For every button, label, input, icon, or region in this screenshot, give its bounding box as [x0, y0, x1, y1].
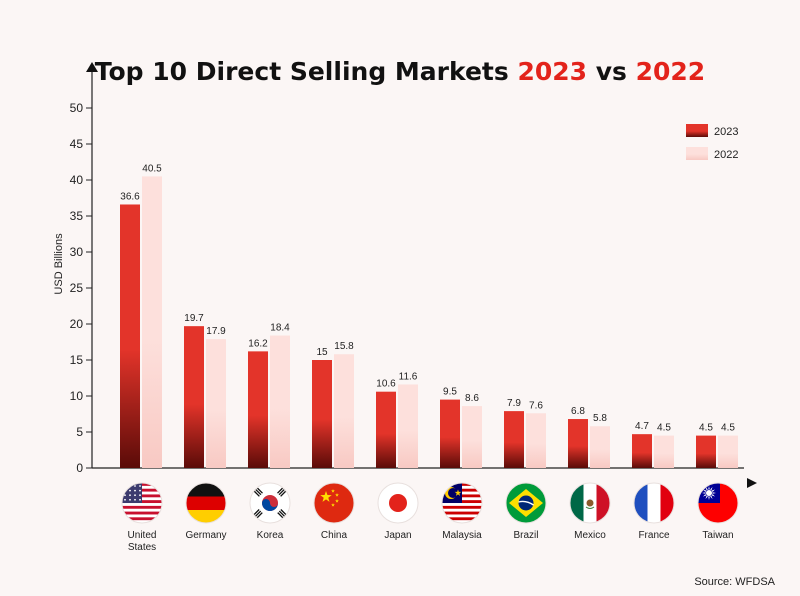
- y-tick-label: 30: [70, 245, 84, 259]
- bar-2022: [142, 176, 162, 468]
- y-axis-arrow-icon: [86, 62, 98, 72]
- data-label-2023: 16.2: [248, 338, 268, 349]
- flag-border: [633, 482, 675, 524]
- title-year-2022: 2022: [636, 57, 706, 86]
- china-flag-icon: [314, 483, 354, 523]
- y-tick-label: 35: [70, 209, 84, 223]
- x-tick-label: Japan: [384, 530, 411, 541]
- flags: United States Germany Korea China Japan Malays…: [121, 482, 739, 553]
- x-tick-label: Korea: [257, 530, 284, 541]
- bars: 36.6 40.5 19.717.9 16.218.4 15 15.8 10.611.6 9.…: [120, 163, 738, 469]
- legend-label-2022: 2022: [714, 149, 738, 161]
- flag-border: [121, 482, 163, 524]
- bar-2022: [718, 435, 738, 468]
- y-tick-label: 20: [70, 317, 84, 331]
- x-tick-label: France: [638, 530, 670, 541]
- title-middle: vs: [587, 57, 636, 86]
- x-tick-label: Germany: [185, 530, 226, 541]
- germany-flag-icon: [186, 483, 226, 523]
- y-tick-label: 15: [70, 353, 84, 367]
- data-label-2023: 6.8: [571, 406, 585, 417]
- flag-border: [185, 482, 227, 524]
- bar-2023: [632, 434, 652, 468]
- bar-2022: [334, 354, 354, 468]
- brazil-flag-icon: [506, 483, 546, 523]
- data-label-2023: 19.7: [184, 313, 204, 324]
- title-prefix: Top 10 Direct Selling Markets: [95, 57, 518, 86]
- flag-border: [441, 482, 483, 524]
- data-label-2023: 36.6: [120, 191, 140, 202]
- y-tick-label: 45: [70, 137, 84, 151]
- bar-2023: [376, 391, 396, 468]
- bar-2022: [654, 435, 674, 468]
- bar-2022: [398, 384, 418, 468]
- japan-flag-icon: [378, 483, 418, 523]
- bar-2023: [440, 399, 460, 468]
- data-label-2022: 4.5: [721, 423, 735, 434]
- flag-border: [505, 482, 547, 524]
- bar-2023: [504, 411, 524, 468]
- data-label-2022: 11.6: [399, 371, 418, 382]
- flag-border: [313, 482, 355, 524]
- legend-swatch-2022: [686, 147, 708, 160]
- x-tick-label: United States: [128, 530, 157, 553]
- legend-label-2023: 2023: [714, 126, 738, 138]
- bar-2023: [248, 351, 268, 468]
- y-tick-label: 0: [76, 461, 83, 475]
- y-tick-label: 40: [70, 173, 84, 187]
- flag-border: [377, 482, 419, 524]
- legend-swatch-2023: [686, 124, 708, 137]
- title-year-2023: 2023: [517, 57, 587, 86]
- x-tick-label: Taiwan: [702, 530, 733, 541]
- data-label-2022: 7.6: [529, 400, 543, 411]
- flag-border: [569, 482, 611, 524]
- korea-flag-icon: [250, 483, 290, 523]
- bar-2023: [568, 419, 588, 468]
- bar-2022: [270, 335, 290, 468]
- x-axis-arrow-icon: [747, 478, 757, 488]
- bar-2022: [590, 426, 610, 468]
- x-tick-label: Malaysia: [442, 530, 482, 541]
- data-label-2023: 9.5: [443, 387, 457, 398]
- flag-border: [697, 482, 739, 524]
- data-label-2022: 40.5: [142, 163, 162, 174]
- data-label-2023: 4.5: [699, 423, 713, 434]
- y-tick-label: 10: [70, 389, 84, 403]
- legend: 2023 2022: [686, 124, 738, 161]
- x-tick-label: Brazil: [513, 530, 538, 541]
- data-label-2023: 15: [316, 347, 328, 358]
- data-label-2022: 17.9: [206, 326, 226, 337]
- data-label-2022: 18.4: [270, 323, 290, 334]
- data-label-2022: 15.8: [334, 341, 354, 352]
- data-label-2022: 5.8: [593, 413, 607, 424]
- data-label-2022: 4.5: [657, 423, 671, 434]
- france-flag-icon: [634, 483, 674, 523]
- bar-2023: [312, 360, 332, 468]
- bar-2023: [120, 204, 140, 469]
- y-tick-label: 50: [70, 101, 84, 115]
- y-tick-label: 25: [70, 281, 84, 295]
- chart-title: Top 10 Direct Selling Markets 2023 vs 20…: [95, 57, 705, 86]
- bar-2022: [526, 413, 546, 468]
- malaysia-flag-icon: [442, 483, 482, 523]
- data-label-2023: 4.7: [635, 421, 649, 432]
- data-label-2022: 8.6: [465, 393, 479, 404]
- taiwan-flag-icon: [698, 483, 738, 523]
- mexico-flag-icon: [570, 483, 610, 523]
- bar-2022: [206, 339, 226, 468]
- y-tick-label: 5: [76, 425, 83, 439]
- x-tick-label: China: [321, 530, 348, 541]
- flag-border: [249, 482, 291, 524]
- source-note: Source: WFDSA: [694, 576, 775, 588]
- bar-2023: [184, 326, 204, 468]
- data-label-2023: 7.9: [507, 398, 521, 409]
- bar-2023: [696, 435, 716, 468]
- x-tick-label: Mexico: [574, 530, 606, 541]
- data-label-2023: 10.6: [376, 379, 396, 390]
- y-axis-label: USD Billions: [53, 233, 65, 295]
- bar-2022: [462, 406, 482, 468]
